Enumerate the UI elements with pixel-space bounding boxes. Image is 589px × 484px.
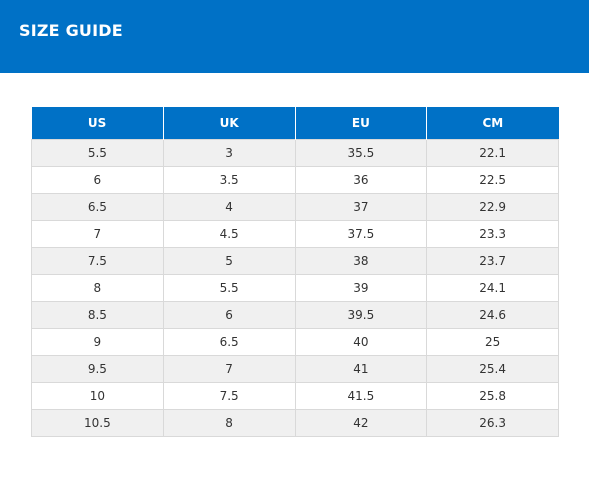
cell-eu: 40 xyxy=(294,328,428,356)
cell-eu: 36 xyxy=(294,166,428,194)
cell-cm: 25.8 xyxy=(426,382,559,410)
cell-us: 8.5 xyxy=(31,301,164,329)
cell-us: 9 xyxy=(31,328,164,356)
cell-cm: 22.9 xyxy=(426,193,559,221)
cell-uk: 5.5 xyxy=(162,274,296,302)
table-header-row: US UK EU CM xyxy=(31,107,559,140)
cell-cm: 25 xyxy=(426,328,559,356)
cell-uk: 6 xyxy=(162,301,296,329)
page-title: SIZE GUIDE xyxy=(19,21,123,40)
table-row: 5.5 3 35.5 22.1 xyxy=(31,139,559,167)
cell-us: 6.5 xyxy=(31,193,164,221)
cell-uk: 3.5 xyxy=(162,166,296,194)
cell-cm: 23.7 xyxy=(426,247,559,275)
table-row: 7.5 5 38 23.7 xyxy=(31,247,559,275)
table-row: 6 3.5 36 22.5 xyxy=(31,166,559,194)
cell-eu: 42 xyxy=(294,409,428,437)
cell-eu: 39 xyxy=(294,274,428,302)
table-row: 10 7.5 41.5 25.8 xyxy=(31,382,559,410)
cell-uk: 3 xyxy=(162,139,296,167)
table-row: 9.5 7 41 25.4 xyxy=(31,355,559,383)
table-row: 8.5 6 39.5 24.6 xyxy=(31,301,559,329)
cell-us: 5.5 xyxy=(31,139,164,167)
column-header-uk: UK xyxy=(162,107,295,140)
cell-uk: 5 xyxy=(162,247,296,275)
table-row: 8 5.5 39 24.1 xyxy=(31,274,559,302)
cell-us: 6 xyxy=(31,166,164,194)
cell-eu: 37 xyxy=(294,193,428,221)
table-row: 10.5 8 42 26.3 xyxy=(31,409,559,437)
cell-cm: 24.1 xyxy=(426,274,559,302)
size-table: US UK EU CM 5.5 3 35.5 22.1 6 3.5 36 22.… xyxy=(31,107,559,437)
cell-eu: 38 xyxy=(294,247,428,275)
cell-us: 8 xyxy=(31,274,164,302)
cell-uk: 7 xyxy=(162,355,296,383)
column-header-cm: CM xyxy=(426,107,559,140)
cell-us: 10 xyxy=(31,382,164,410)
cell-eu: 39.5 xyxy=(294,301,428,329)
cell-eu: 37.5 xyxy=(294,220,428,248)
column-header-eu: EU xyxy=(294,107,427,140)
cell-us: 10.5 xyxy=(31,409,164,437)
cell-uk: 4 xyxy=(162,193,296,221)
table-row: 6.5 4 37 22.9 xyxy=(31,193,559,221)
table-row: 7 4.5 37.5 23.3 xyxy=(31,220,559,248)
cell-cm: 22.1 xyxy=(426,139,559,167)
cell-cm: 23.3 xyxy=(426,220,559,248)
table-row: 9 6.5 40 25 xyxy=(31,328,559,356)
cell-uk: 4.5 xyxy=(162,220,296,248)
cell-eu: 41 xyxy=(294,355,428,383)
cell-uk: 8 xyxy=(162,409,296,437)
cell-eu: 35.5 xyxy=(294,139,428,167)
cell-us: 9.5 xyxy=(31,355,164,383)
cell-cm: 22.5 xyxy=(426,166,559,194)
cell-eu: 41.5 xyxy=(294,382,428,410)
column-header-us: US xyxy=(31,107,164,140)
cell-cm: 25.4 xyxy=(426,355,559,383)
header-bar: SIZE GUIDE xyxy=(0,0,589,73)
cell-us: 7.5 xyxy=(31,247,164,275)
cell-us: 7 xyxy=(31,220,164,248)
cell-cm: 24.6 xyxy=(426,301,559,329)
cell-uk: 7.5 xyxy=(162,382,296,410)
cell-cm: 26.3 xyxy=(426,409,559,437)
cell-uk: 6.5 xyxy=(162,328,296,356)
